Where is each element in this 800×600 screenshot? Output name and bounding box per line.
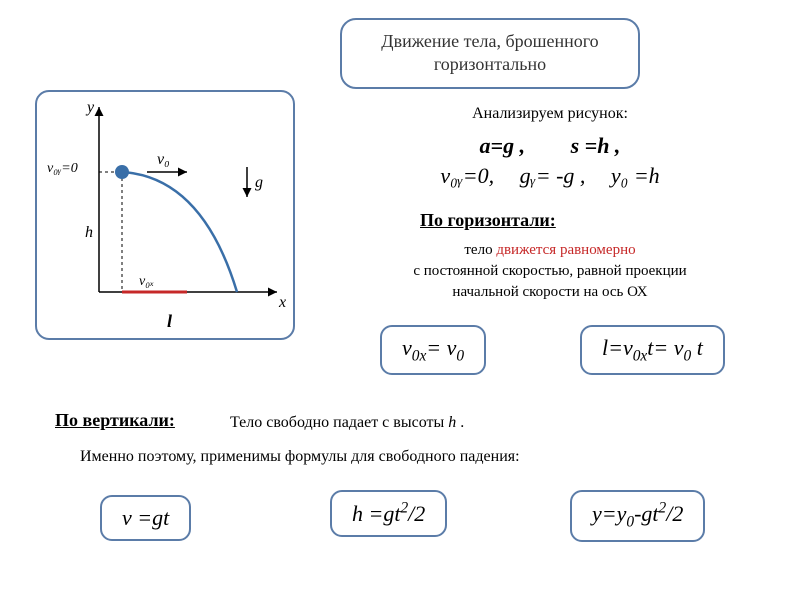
formula-v0x: v0x= v0: [380, 325, 486, 375]
h-label: h: [85, 224, 93, 241]
trajectory-graph: y x v₀ᵧ=0 h v₀ g v₀ₓ l: [37, 92, 297, 342]
eq-v0y: v₀ᵧ=0,: [440, 163, 494, 188]
formula-l: l=v0xt= v0 t: [580, 325, 725, 375]
horizontal-title: По горизонтали:: [420, 210, 556, 231]
title-text: Движение тела, брошенного горизонтально: [381, 31, 598, 74]
formula-v-text: v =gt: [122, 505, 169, 530]
formula-y: y=y0-gt2/2: [570, 490, 705, 542]
formula-y-text: y=y0-gt2/2: [592, 501, 683, 526]
vertical-text-2: Именно поэтому, применимы формулы для св…: [80, 448, 520, 466]
vtext1-post: .: [456, 414, 464, 431]
formula-h-text: h =gt2/2: [352, 501, 425, 526]
formula-h: h =gt2/2: [330, 490, 447, 537]
v0y-label: v₀ᵧ=0: [47, 161, 78, 176]
analysis-line-1: a=g , s =h ,: [340, 133, 760, 159]
title-box: Движение тела, брошенного горизонтально: [340, 18, 640, 89]
formula-v0x-text: v0x= v0: [402, 335, 464, 360]
horiz-pre: тело: [464, 242, 496, 258]
y-axis-label: y: [85, 99, 95, 116]
eq-a: a=g ,: [480, 133, 526, 158]
eq-gy: gᵧ= -g ,: [520, 163, 586, 188]
vtext1-pre: Тело свободно падает с высоты: [230, 414, 448, 431]
vertical-text-1: Тело свободно падает с высоты h .: [230, 414, 464, 432]
analysis-line-2: v₀ᵧ=0, gᵧ= -g , y₀ =h: [340, 163, 760, 189]
eq-s: s =h ,: [571, 133, 621, 158]
horiz-red: движется равномерно: [496, 242, 635, 258]
vertical-title: По вертикали:: [55, 410, 175, 431]
g-label: g: [255, 174, 263, 191]
formula-v: v =gt: [100, 495, 191, 541]
graph-box: y x v₀ᵧ=0 h v₀ g v₀ₓ l: [35, 90, 295, 340]
l-label: l: [167, 311, 172, 331]
horizontal-text: тело движется равномерно с постоянной ск…: [340, 240, 760, 303]
eq-y0: y₀ =h: [611, 163, 660, 188]
projectile-dot: [115, 165, 129, 179]
horiz-post2: начальной скорости на ось ОХ: [452, 284, 647, 300]
formula-l-text: l=v0xt= v0 t: [602, 335, 703, 360]
analysis-heading: Анализируем рисунок:: [340, 105, 760, 123]
horiz-post1: с постоянной скоростью, равной проекции: [413, 263, 686, 279]
v0-label: v₀: [157, 151, 170, 168]
analysis-block: Анализируем рисунок: a=g , s =h , v₀ᵧ=0,…: [340, 105, 760, 193]
v0x-label: v₀ₓ: [139, 274, 154, 289]
x-axis-label: x: [278, 294, 286, 311]
